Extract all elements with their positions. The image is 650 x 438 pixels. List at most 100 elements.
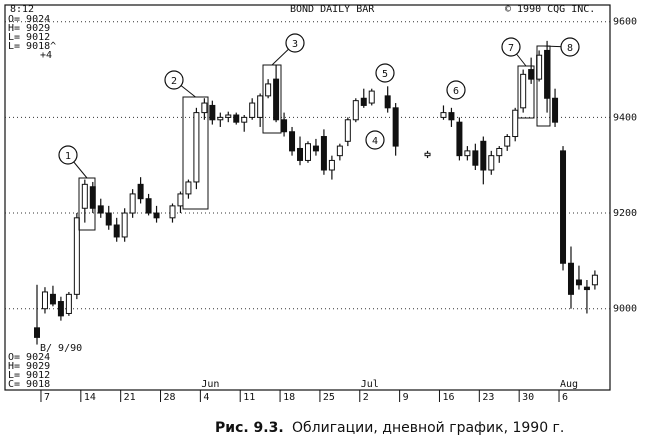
candle-body [384,95,391,109]
x-tick-label: 16 [442,392,454,403]
candle-body [209,104,216,121]
plot-frame [4,4,611,391]
quote-line: H= 9029 [8,23,50,34]
annotation-circle [365,130,385,150]
candle-body [472,150,479,166]
candle-body [360,97,367,106]
candle-body [57,301,64,317]
candle-body [392,107,399,147]
quote-line: B/ 9/90 [40,343,82,354]
candle-body [65,293,72,314]
candle-body [297,147,304,161]
annotation-circle [58,145,78,165]
candle-body [265,83,272,97]
candle-body [448,112,455,121]
candle-body [304,143,311,161]
x-tick-label: 9 [403,392,409,403]
candle-body [368,90,375,104]
candle-body [464,150,471,157]
y-tick-label: 9000 [613,304,637,315]
candle-body [281,119,288,133]
candle-body [488,155,495,171]
candle-body [480,140,487,171]
candle-body [528,69,535,80]
y-tick-label: 9600 [613,17,637,28]
copyright: © 1990 CQG INC. [505,4,595,15]
candle-body [583,286,590,291]
candle-body [544,49,551,99]
quote-line: L= 9018^ [8,41,56,52]
x-tick-label: 25 [323,392,335,403]
candle-body [217,116,224,121]
candle-body [49,293,56,305]
candle-body [97,205,104,214]
candle-body [81,183,88,209]
annotation-label: 8 [567,43,573,54]
candle-body [153,212,160,219]
annotation-label: 2 [171,76,177,87]
candle-body [201,102,208,114]
x-tick-label: 6 [562,392,568,403]
candle-body [185,181,192,195]
candle-body [169,205,176,219]
caption-text: Облигации, дневной график, 1990 г. [292,420,564,436]
candle-body [567,262,574,295]
annotation-circle [560,37,580,57]
quote-line: L= 9012 [8,32,50,43]
candle-body [273,78,280,121]
candle-body [105,212,112,226]
x-tick-label: 18 [283,392,295,403]
annotation-label: 1 [65,151,71,162]
candle-body [560,150,567,264]
candle-body [249,102,256,118]
candle-body [552,97,559,123]
candle-body [145,198,152,214]
candle-body [591,274,598,286]
candle-body [233,114,240,123]
annotation-label: 3 [292,39,298,50]
month-label: Jul [361,379,379,390]
chart-title: BOND DAILY BAR [290,4,375,15]
annotation-label: 7 [508,43,514,54]
month-label: Aug [560,379,578,390]
annotation-circle [446,80,466,100]
candle-body [177,193,184,207]
annotation-label: 6 [453,86,459,97]
candle-body [496,147,503,157]
time: 8:12 [10,4,34,15]
annotation-circle [375,63,395,83]
x-tick-label: 23 [482,392,494,403]
candle-body [34,327,40,338]
candle-body [129,193,136,214]
candle-body [504,136,511,147]
candle-body [344,119,351,142]
candle-body [241,116,248,123]
x-tick-label: 2 [363,392,369,403]
x-tick-label: 30 [522,392,534,403]
candle-body [456,121,463,157]
annotation-circle [501,37,521,57]
candle-body [312,145,319,152]
x-tick-label: 21 [124,392,136,403]
x-tick-label: 4 [203,392,209,403]
candle-body [113,224,120,238]
x-tick-label: 11 [243,392,255,403]
x-tick-label: 7 [44,392,50,403]
quote-line: L= 9012 [8,370,50,381]
quote-line: +4 [40,50,52,61]
candle-body [41,291,48,310]
candle-body [257,95,264,118]
caption-label: Рис. 9.3. [215,420,284,436]
candle-body [352,100,359,121]
candle-body [328,159,335,171]
candle-body [73,217,80,295]
candle-body [193,112,200,183]
candle-body [289,131,296,152]
y-tick-label: 9400 [613,112,637,123]
x-tick-label: 28 [164,392,176,403]
annotation-label: 5 [382,69,388,80]
annotation-label: 4 [372,136,378,147]
candle-body [575,279,582,286]
